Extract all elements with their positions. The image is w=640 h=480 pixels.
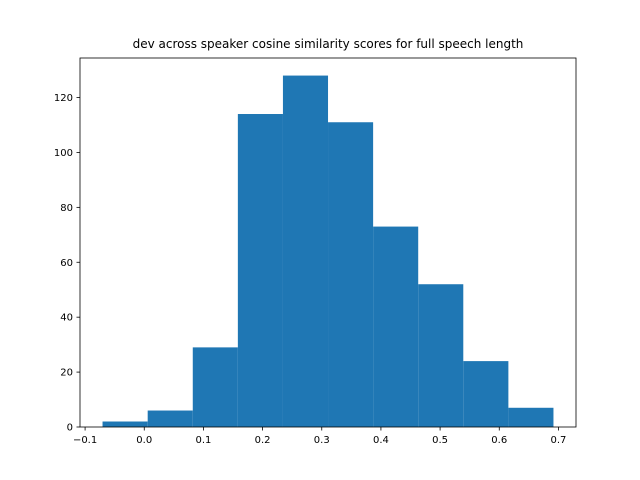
y-tick-label-5: 100 bbox=[54, 148, 73, 159]
histogram-bar-1 bbox=[147, 410, 193, 427]
histogram-bar-9 bbox=[508, 407, 554, 427]
y-tick-label-3: 60 bbox=[60, 258, 73, 269]
y-tick-label-6: 120 bbox=[54, 93, 73, 104]
x-tick-label-4: 0.3 bbox=[314, 435, 330, 446]
histogram-bar-3 bbox=[237, 114, 283, 427]
histogram-bar-6 bbox=[373, 226, 419, 427]
x-tick-label-5: 0.4 bbox=[373, 435, 389, 446]
x-tick-label-1: 0.0 bbox=[136, 435, 152, 446]
chart-title: dev across speaker cosine similarity sco… bbox=[133, 37, 524, 51]
x-tick-label-8: 0.7 bbox=[550, 435, 566, 446]
histogram-bar-5 bbox=[328, 122, 374, 427]
x-tick-label-3: 0.2 bbox=[255, 435, 271, 446]
x-tick-label-7: 0.6 bbox=[491, 435, 507, 446]
x-tick-label-0: −0.1 bbox=[73, 435, 97, 446]
histogram-bar-8 bbox=[463, 361, 509, 427]
y-tick-label-0: 0 bbox=[67, 423, 73, 434]
y-tick-label-4: 80 bbox=[60, 203, 73, 214]
y-tick-label-2: 40 bbox=[60, 313, 73, 324]
histogram-bar-2 bbox=[192, 347, 238, 427]
histogram-bar-7 bbox=[418, 284, 464, 427]
plot-frame bbox=[79, 57, 577, 428]
histogram-bar-0 bbox=[102, 421, 148, 427]
y-tick-label-1: 20 bbox=[60, 368, 73, 379]
x-tick-label-6: 0.5 bbox=[432, 435, 448, 446]
histogram-bar-4 bbox=[282, 75, 329, 427]
x-tick-label-2: 0.1 bbox=[195, 435, 211, 446]
axes-layer: −0.1 0.0 0.1 0.2 0.3 0.4 0.5 0.6 0.7 0 20 40 60 80 100… bbox=[54, 57, 577, 446]
bars-layer bbox=[102, 75, 554, 427]
